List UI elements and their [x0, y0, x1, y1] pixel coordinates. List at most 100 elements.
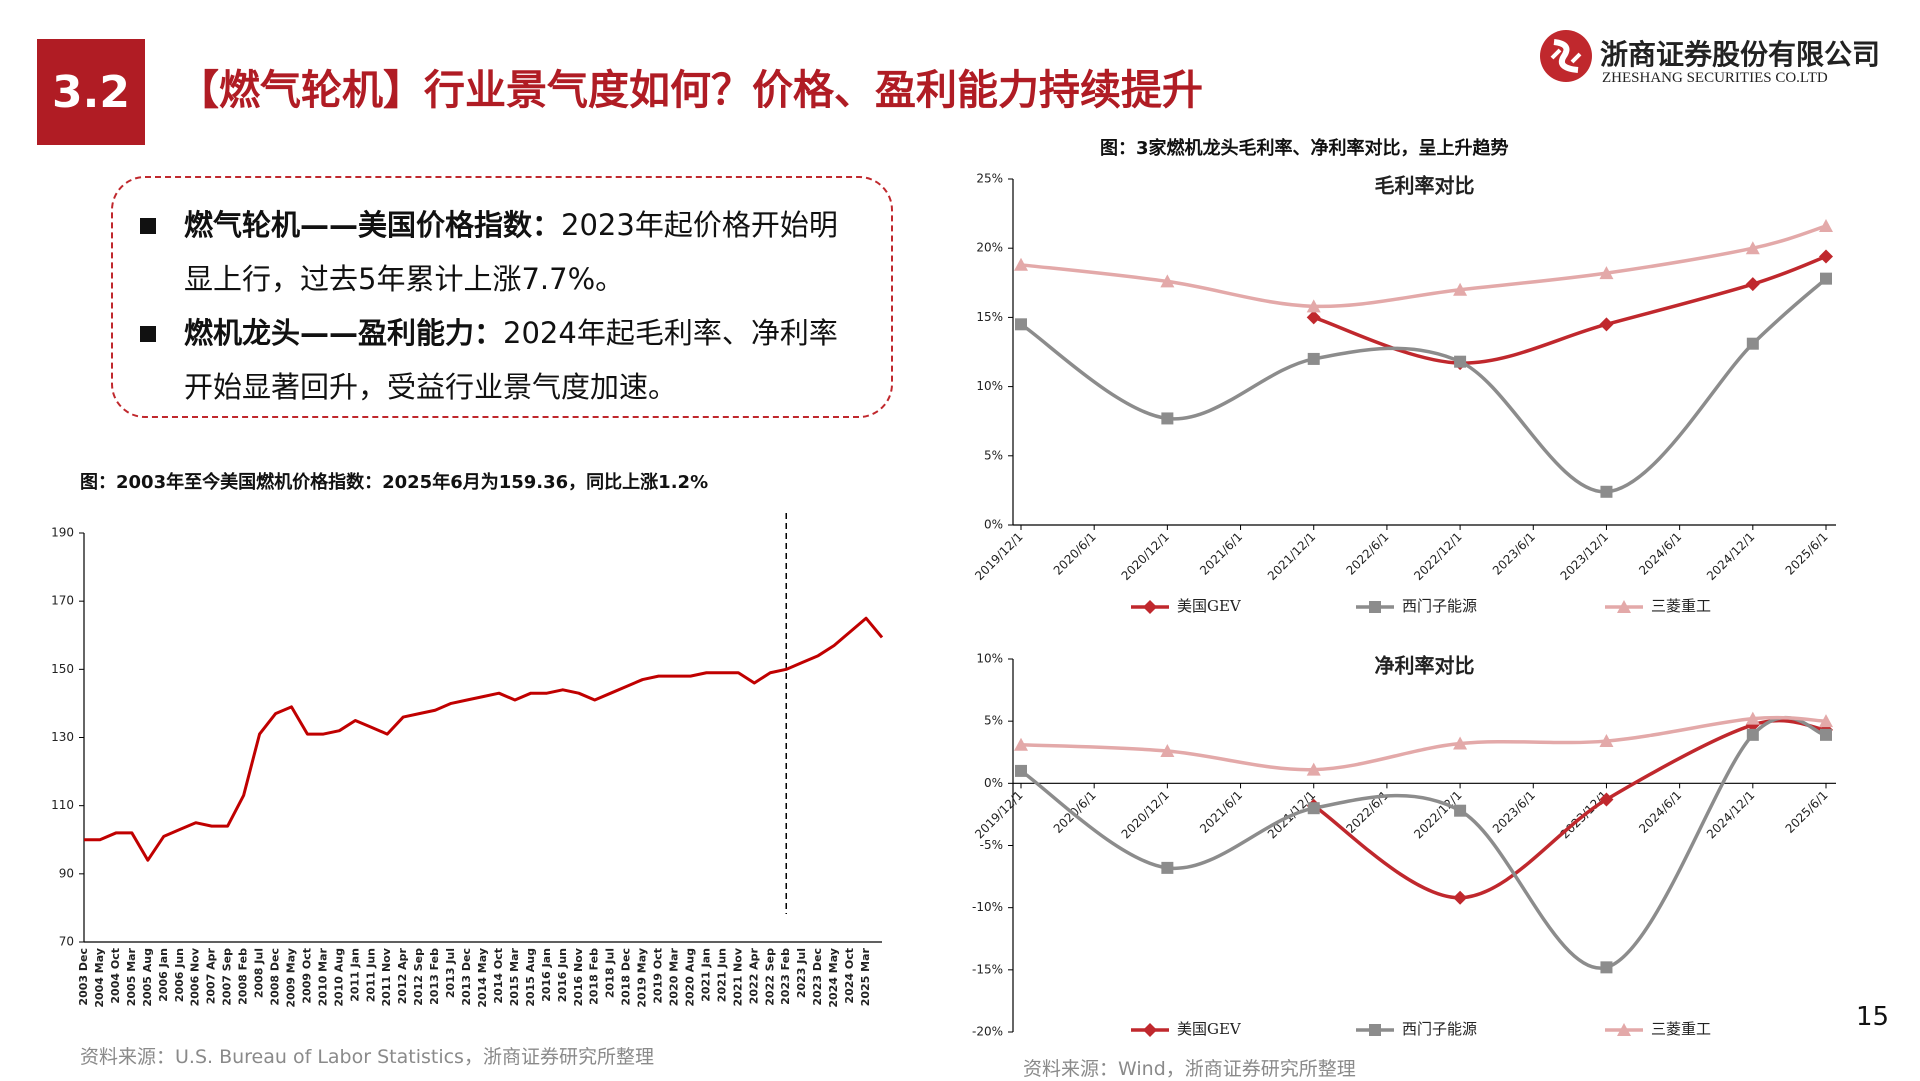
- x-tick-label: 2011 Nov: [380, 947, 393, 1006]
- y-tick-label: 15%: [976, 310, 1003, 324]
- source-note: 资料来源：U.S. Bureau of Labor Statistics，浙商证…: [80, 1046, 654, 1068]
- x-tick-label: 2005 Mar: [125, 947, 138, 1006]
- y-tick-label: 170: [51, 594, 74, 608]
- x-tick-label: 2023/6/1: [1490, 530, 1538, 578]
- legend-marker: [1143, 600, 1157, 614]
- marker: [1453, 890, 1468, 905]
- y-tick-label: 5%: [984, 714, 1003, 728]
- x-tick-label: 2005 Aug: [141, 948, 154, 1007]
- x-tick-label: 2022 Apr: [747, 947, 760, 1004]
- x-tick-label: 2021 Nov: [731, 947, 744, 1006]
- x-tick-label: 2014 Oct: [492, 948, 505, 1004]
- x-tick-label: 2008 Jul: [253, 948, 266, 998]
- x-tick-label: 2022/6/1: [1343, 530, 1391, 578]
- y-tick-label: 10%: [976, 379, 1003, 393]
- x-tick-label: 2024/12/1: [1704, 530, 1757, 583]
- marker: [1307, 352, 1320, 365]
- x-tick-label: 2022 Sep: [763, 948, 776, 1006]
- marker: [1161, 412, 1174, 425]
- x-tick-label: 2019/12/1: [972, 530, 1025, 583]
- chart-title: 净利率对比: [1375, 654, 1475, 678]
- x-tick-label: 2024 May: [827, 948, 840, 1008]
- x-tick-label: 2003 Dec: [77, 948, 90, 1006]
- x-tick-label: 2009 Oct: [300, 948, 313, 1004]
- x-tick-label: 2019 Oct: [652, 948, 665, 1004]
- marker: [1600, 961, 1613, 974]
- bullet: 燃机龙头——盈利能力：2024年起毛利率、净利率开始显著回升，受益行业景气度加速…: [140, 306, 860, 414]
- marker: [1454, 804, 1467, 817]
- x-tick-label: 2023/12/1: [1558, 530, 1611, 583]
- marker: [1745, 711, 1760, 725]
- x-tick-label: 2008 Feb: [237, 948, 250, 1005]
- marker: [1820, 728, 1832, 741]
- x-tick-label: 2020/12/1: [1119, 788, 1172, 841]
- x-tick-label: 2024/6/1: [1636, 530, 1684, 578]
- x-tick-label: 2018 Dec: [620, 948, 633, 1006]
- x-tick-label: 2018 Feb: [588, 948, 601, 1005]
- bullet-text: 2023年起价格开始明显上行，过去5年累计上涨7.7%。: [184, 208, 838, 296]
- x-tick-label: 2009 May: [284, 948, 297, 1008]
- marker: [1015, 318, 1027, 331]
- y-tick-label: 150: [51, 662, 74, 676]
- y-tick-label: -15%: [972, 962, 1003, 976]
- y-tick-label: 10%: [976, 652, 1003, 666]
- source-note: 资料来源：Wind，浙商证券研究所整理: [1023, 1058, 1356, 1080]
- x-tick-label: 2019 May: [636, 948, 649, 1008]
- x-tick-label: 2025/6/1: [1783, 530, 1831, 578]
- x-tick-label: 2013 Jul: [444, 948, 457, 998]
- y-tick-label: -5%: [980, 838, 1003, 852]
- legend-label: 三菱重工: [1651, 597, 1711, 615]
- x-tick-label: 2007 Sep: [221, 948, 234, 1006]
- series-line: [1020, 277, 1828, 494]
- x-tick-label: 2013 Dec: [460, 948, 473, 1006]
- x-tick-label: 2016 Nov: [572, 947, 585, 1006]
- legend-label: 西门子能源: [1402, 1020, 1477, 1038]
- x-tick-label: 2025/6/1: [1783, 788, 1831, 836]
- x-tick-label: 2024 Oct: [843, 948, 856, 1004]
- marker: [1160, 274, 1175, 288]
- page-number: 15: [1856, 1002, 1890, 1032]
- y-tick-label: 0%: [984, 518, 1003, 532]
- y-tick-label: 25%: [976, 172, 1003, 186]
- x-tick-label: 2015 Aug: [524, 948, 537, 1007]
- y-tick-label: 0%: [984, 776, 1003, 790]
- legend-marker: [1617, 600, 1631, 613]
- legend-label: 三菱重工: [1651, 1020, 1711, 1038]
- series-line: [1312, 718, 1827, 900]
- legend-label: 美国GEV: [1177, 1020, 1242, 1038]
- marker: [1746, 728, 1759, 741]
- company-name: 浙商证券股份有限公司: [1600, 38, 1881, 71]
- marker: [1599, 792, 1614, 807]
- marker: [1819, 249, 1833, 264]
- marker: [1014, 257, 1028, 271]
- marker: [1819, 219, 1833, 233]
- y-tick-label: 130: [51, 730, 74, 744]
- x-tick-label: 2023 Jul: [795, 948, 808, 998]
- x-tick-label: 2021 Jan: [699, 948, 712, 1002]
- bullet-lead: 燃气轮机——美国价格指数：: [184, 208, 562, 242]
- x-tick-label: 2020/12/1: [1119, 530, 1172, 583]
- y-tick-label: -20%: [972, 1025, 1003, 1039]
- x-tick-label: 2011 Jan: [348, 948, 361, 1002]
- y-tick-label: 20%: [976, 241, 1003, 255]
- x-tick-label: 2004 Oct: [109, 948, 122, 1004]
- chart-caption: 图：2003年至今美国燃机价格指数：2025年6月为159.36，同比上涨1.2…: [80, 472, 709, 493]
- marker: [1599, 734, 1614, 748]
- y-tick-label: 70: [59, 935, 74, 949]
- legend-marker: [1617, 1023, 1631, 1036]
- marker: [1015, 764, 1027, 777]
- x-tick-label: 2014 May: [476, 948, 489, 1008]
- x-tick-label: 2018 Jul: [604, 948, 617, 998]
- x-tick-label: 2006 Jun: [173, 948, 186, 1002]
- marker: [1160, 744, 1175, 758]
- marker: [1599, 266, 1614, 280]
- x-tick-label: 2023 Feb: [779, 948, 792, 1005]
- x-tick-label: 2022/12/1: [1411, 530, 1464, 583]
- chart-caption: 图：3家燃机龙头毛利率、净利率对比，呈上升趋势: [1100, 138, 1509, 159]
- x-tick-label: 2021 Jun: [715, 948, 728, 1002]
- y-tick-label: -10%: [972, 900, 1003, 914]
- section-number: 3.2: [37, 39, 145, 145]
- marker: [1306, 299, 1321, 313]
